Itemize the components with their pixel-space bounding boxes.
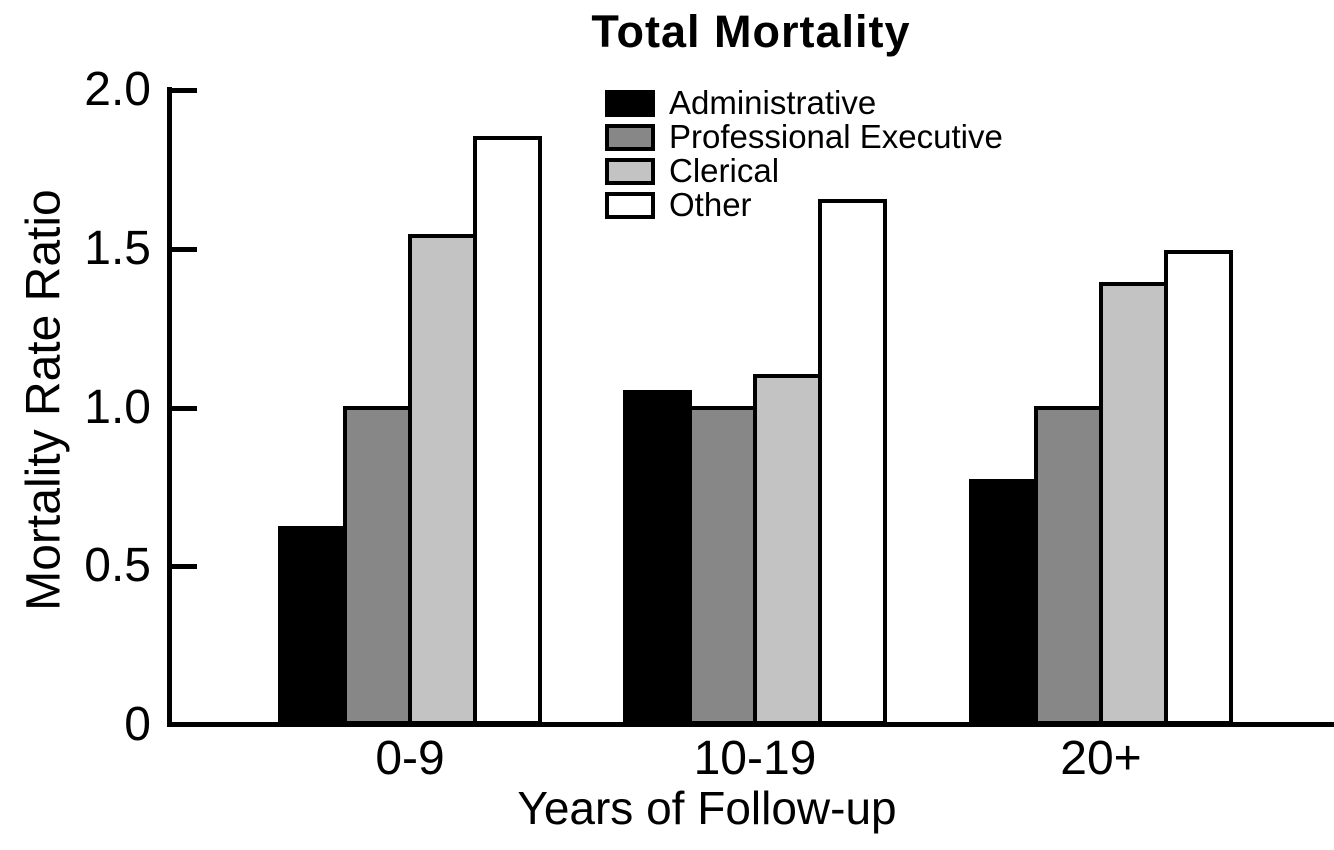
legend-swatch-other: [605, 191, 655, 219]
bar-professional-executive-20: [1034, 405, 1103, 725]
bar-clerical-0-9: [408, 234, 477, 725]
bar-professional-executive-0-9: [343, 405, 412, 725]
x-category-label-0-9: 0-9: [375, 732, 445, 785]
y-tick-1.0: [167, 405, 197, 411]
y-tick-label-0.5: 0.5: [84, 539, 151, 593]
bar-other-10-19: [818, 199, 887, 725]
bar-other-20: [1164, 249, 1233, 725]
bar-clerical-10-19: [753, 373, 822, 725]
bar-other-0-9: [473, 135, 542, 725]
legend-swatch-clerical: [605, 157, 655, 185]
bar-administrative-0-9: [278, 526, 347, 725]
y-tick-label-2.0: 2.0: [84, 63, 151, 116]
legend: Administrative Professional Executive Cler…: [605, 84, 1003, 223]
bar-administrative-10-19: [623, 389, 692, 725]
x-axis-title: Years of Follow-up: [517, 782, 897, 834]
y-tick-2.0: [167, 88, 197, 93]
bar-clerical-20: [1099, 281, 1168, 725]
legend-label-administrative: Administrative: [669, 84, 877, 121]
legend-row-clerical: Clerical: [605, 152, 1003, 189]
y-tick-0.5: [167, 564, 197, 570]
x-category-label-20: 20+: [1060, 732, 1142, 785]
legend-label-professional-executive: Professional Executive: [669, 118, 1003, 155]
legend-label-other: Other: [669, 186, 752, 223]
legend-swatch-administrative: [605, 89, 655, 117]
legend-swatch-professional-executive: [605, 123, 655, 151]
legend-label-clerical: Clerical: [669, 152, 780, 189]
x-category-label-10-19: 10-19: [693, 732, 817, 785]
bar-professional-executive-10-19: [688, 405, 757, 725]
legend-row-other: Other: [605, 186, 1003, 223]
legend-row-administrative: Administrative: [605, 84, 1003, 121]
legend-row-professional-executive: Professional Executive: [605, 118, 1003, 155]
chart-title: Total Mortality: [591, 6, 911, 57]
y-tick-label-0: 0: [124, 698, 151, 751]
plot-area: 0 0.5 1.0 1.5 2.0 0-9 10-19 20+: [84, 63, 1334, 785]
bar-administrative-20: [969, 478, 1038, 725]
y-tick-label-1.5: 1.5: [84, 221, 151, 275]
y-tick-label-1.0: 1.0: [84, 380, 151, 434]
y-tick-1.5: [167, 246, 197, 252]
